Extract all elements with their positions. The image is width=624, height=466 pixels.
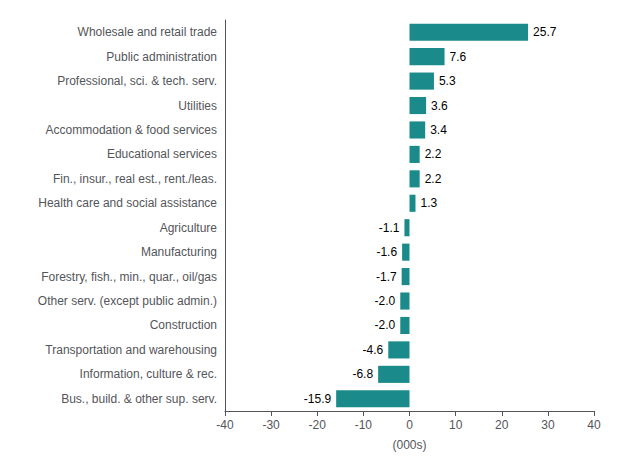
svg-text:Information, culture & rec.: Information, culture & rec. xyxy=(80,367,217,381)
svg-text:5.3: 5.3 xyxy=(439,74,456,88)
svg-text:3.6: 3.6 xyxy=(431,99,448,113)
svg-text:3.4: 3.4 xyxy=(430,123,447,137)
svg-text:Health care and social assista: Health care and social assistance xyxy=(38,196,217,210)
svg-text:-1.1: -1.1 xyxy=(379,221,400,235)
svg-text:2.2: 2.2 xyxy=(425,147,442,161)
svg-text:Manufacturing: Manufacturing xyxy=(141,245,217,259)
svg-text:Accommodation & food services: Accommodation & food services xyxy=(46,123,217,137)
svg-text:Other serv. (except public adm: Other serv. (except public admin.) xyxy=(38,294,217,308)
svg-text:-20: -20 xyxy=(309,418,327,432)
svg-text:20: 20 xyxy=(495,418,509,432)
svg-text:30: 30 xyxy=(541,418,555,432)
svg-text:Bus., build. & other sup. serv: Bus., build. & other sup. serv. xyxy=(61,392,217,406)
svg-text:-1.7: -1.7 xyxy=(376,270,397,284)
svg-text:Wholesale and retail trade: Wholesale and retail trade xyxy=(78,25,218,39)
svg-text:(000s): (000s) xyxy=(392,438,426,452)
svg-text:25.7: 25.7 xyxy=(533,25,557,39)
svg-text:-2.0: -2.0 xyxy=(375,294,396,308)
svg-text:-2.0: -2.0 xyxy=(375,318,396,332)
svg-text:-10: -10 xyxy=(355,418,373,432)
svg-text:Professional, sci. & tech. ser: Professional, sci. & tech. serv. xyxy=(57,74,217,88)
svg-text:Utilities: Utilities xyxy=(178,99,217,113)
svg-text:-30: -30 xyxy=(262,418,280,432)
svg-text:Transportation and warehousing: Transportation and warehousing xyxy=(45,343,217,357)
svg-text:Construction: Construction xyxy=(150,318,217,332)
svg-text:10: 10 xyxy=(449,418,463,432)
svg-text:Public administration: Public administration xyxy=(106,50,217,64)
svg-text:2.2: 2.2 xyxy=(425,172,442,186)
svg-text:40: 40 xyxy=(587,418,601,432)
svg-text:Agriculture: Agriculture xyxy=(160,221,218,235)
svg-text:-6.8: -6.8 xyxy=(352,367,373,381)
svg-text:0: 0 xyxy=(406,418,413,432)
svg-text:Educational services: Educational services xyxy=(107,147,217,161)
svg-text:-15.9: -15.9 xyxy=(304,392,332,406)
svg-text:Forestry, fish., min., quar.,: Forestry, fish., min., quar., oil/gas xyxy=(41,270,217,284)
svg-text:-4.6: -4.6 xyxy=(363,343,384,357)
svg-text:-40: -40 xyxy=(216,418,234,432)
svg-text:1.3: 1.3 xyxy=(420,196,437,210)
svg-text:7.6: 7.6 xyxy=(450,50,467,64)
svg-text:Fin., insur., real est., rent.: Fin., insur., real est., rent./leas. xyxy=(53,172,217,186)
svg-text:-1.6: -1.6 xyxy=(376,245,397,259)
